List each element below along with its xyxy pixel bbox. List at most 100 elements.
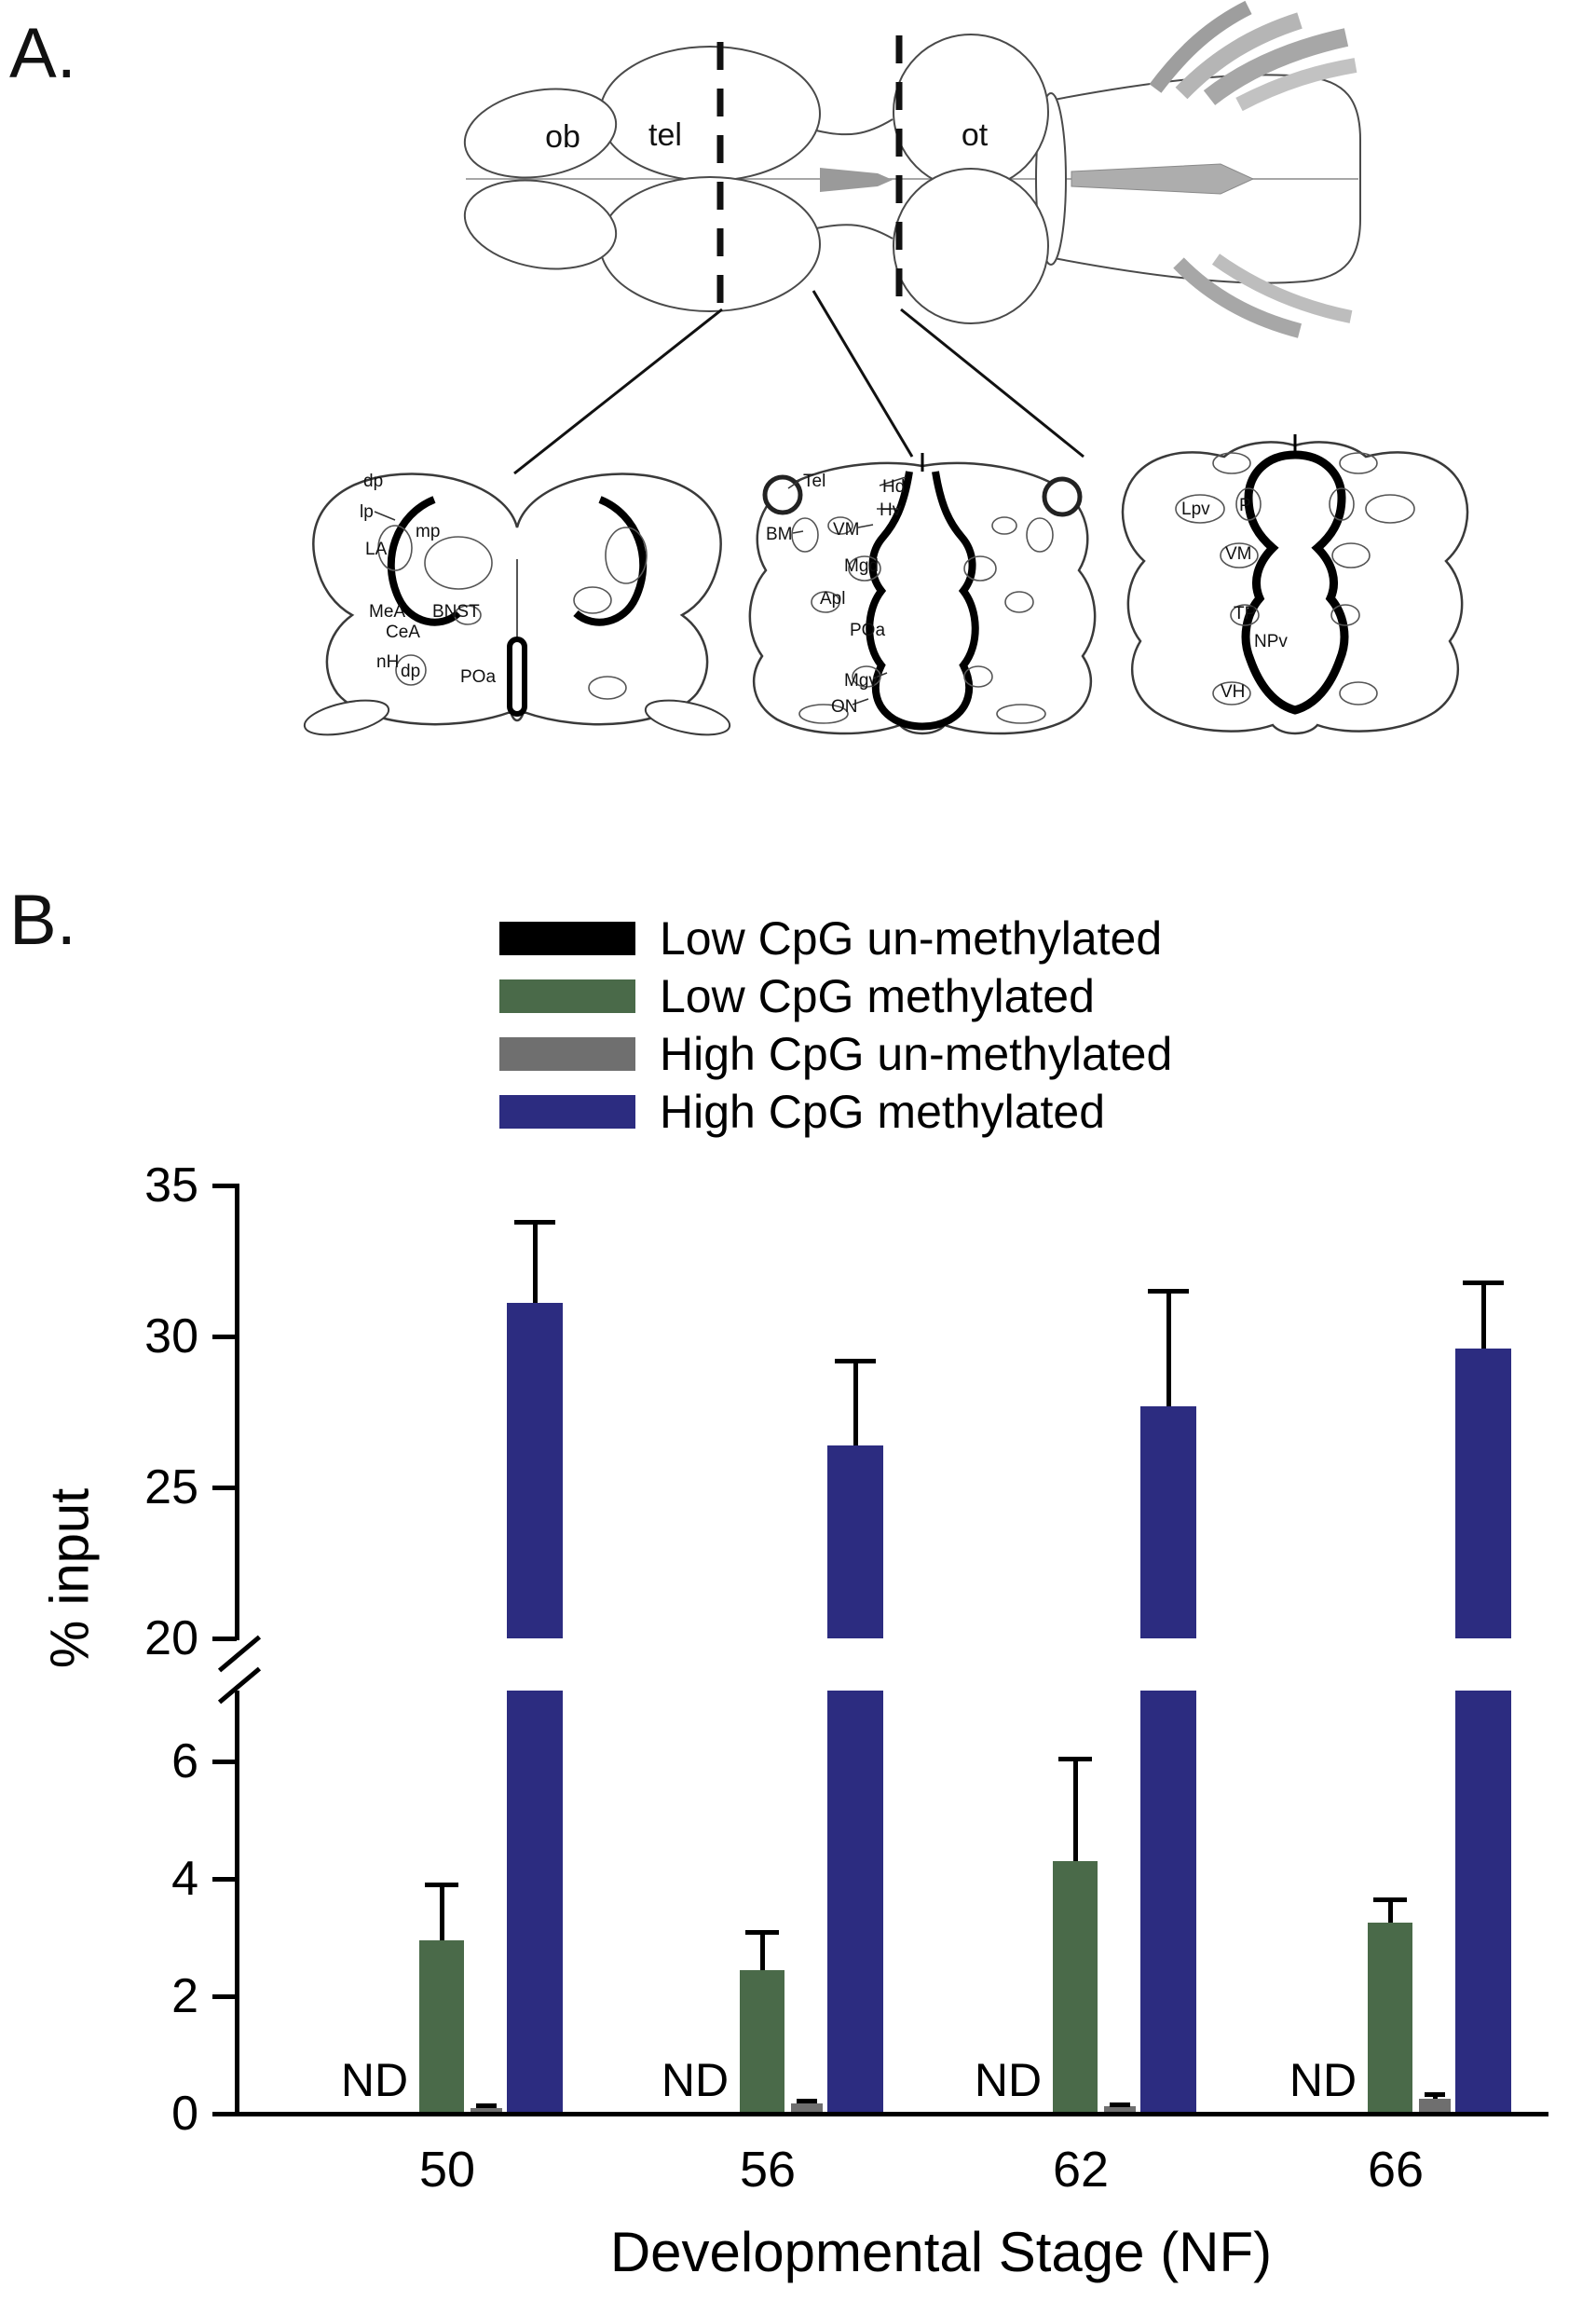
x-axis-title: Developmental Stage (NF)	[609, 2221, 1273, 2283]
y-axis-tick-label: 25	[144, 1460, 198, 1514]
axis-break-mark	[217, 1666, 262, 1705]
legend-item: Low CpG methylated	[499, 967, 1172, 1025]
section-label: NPv	[1254, 632, 1288, 651]
error-bar-cap	[835, 1358, 876, 1363]
nd-annotation: ND	[974, 2054, 1043, 2106]
bar	[740, 1969, 784, 2112]
legend-label: High CpG un-methylated	[660, 1028, 1173, 1080]
y-axis-tick-label: 6	[171, 1734, 198, 1788]
bar-upper-segment	[1455, 1348, 1511, 1638]
section-label: Mgd	[844, 556, 879, 576]
bar	[1419, 2099, 1451, 2112]
y-axis-title: % input	[39, 1487, 101, 1669]
error-bar-cap	[476, 2103, 497, 2109]
section-label: Hv	[880, 500, 902, 520]
y-axis-tick	[212, 2112, 237, 2116]
section-label: BM	[766, 525, 793, 544]
label-ob: ob	[545, 119, 580, 155]
section-label: VH	[1221, 682, 1245, 702]
section-label-leader-lines	[787, 476, 907, 705]
error-bar-cap	[1373, 1897, 1407, 1903]
error-bar-cap	[425, 1883, 458, 1888]
bar-lower-segment	[1140, 1691, 1196, 2112]
x-tick-label: 50	[418, 2142, 476, 2198]
section-label: mp	[416, 522, 440, 541]
section-label: Tel	[803, 472, 825, 491]
error-bar-cap	[797, 2098, 817, 2103]
legend-swatch	[499, 922, 635, 955]
section-label: Lpv	[1181, 500, 1210, 519]
bar-upper-segment	[1140, 1405, 1196, 1638]
ventricle-outline	[507, 637, 527, 717]
section-label: VM	[833, 520, 860, 540]
error-bar-cap	[1463, 1280, 1504, 1285]
x-tick-label: 66	[1367, 2142, 1425, 2198]
x-axis	[235, 2112, 1548, 2116]
y-axis-tick-label: 4	[171, 1852, 198, 1906]
ventricle-outline	[573, 496, 648, 626]
y-axis-tick	[212, 1335, 237, 1339]
y-axis-tick-label: 35	[144, 1158, 198, 1212]
nd-annotation: ND	[661, 2054, 730, 2106]
y-axis-tick	[212, 1486, 237, 1490]
bar	[1104, 2106, 1136, 2112]
pineal-shape	[820, 168, 893, 192]
coronal-section-left: dp lp mp LA MeA CeA BNST nH dp POa	[303, 472, 731, 736]
coronal-section-middle: Tel Hd Hv BM VM Mgd Apl POa Mgv ON	[748, 453, 1097, 735]
error-bar-cap	[1110, 2102, 1130, 2107]
legend-swatch	[499, 979, 635, 1013]
section-label: dp	[401, 662, 420, 681]
y-axis-tick-label: 30	[144, 1309, 198, 1363]
nd-annotation: ND	[1289, 2054, 1357, 2106]
bar-upper-segment	[827, 1445, 883, 1638]
y-axis-tick-label: 0	[171, 2087, 198, 2141]
error-bar-cap	[1148, 1289, 1189, 1294]
ventricle-outline	[387, 496, 461, 626]
bar-upper-segment	[507, 1303, 563, 1638]
error-bar	[760, 1931, 765, 1970]
section-label: CeA	[386, 623, 420, 642]
error-bar	[533, 1221, 538, 1304]
error-bar	[853, 1360, 858, 1445]
bar	[1053, 1861, 1098, 2112]
bar-lower-segment	[827, 1691, 883, 2112]
section-connector-lines	[513, 290, 1084, 475]
section-label: BNST	[432, 602, 480, 622]
legend-item: Low CpG un-methylated	[499, 910, 1172, 967]
legend-item: High CpG methylated	[499, 1083, 1172, 1141]
diencephalon-outline	[815, 224, 893, 240]
bar-lower-segment	[1455, 1691, 1511, 2112]
y-axis-tick-label: 20	[144, 1611, 198, 1665]
bar-lower-segment	[507, 1691, 563, 2112]
bar	[1368, 1923, 1412, 2112]
panel-a-diagram: ob tel ot	[303, 0, 1469, 736]
panel-b-label: B.	[9, 881, 76, 960]
bar	[791, 2102, 823, 2112]
y-axis-lower-segment	[235, 1691, 239, 2116]
legend-label: Low CpG methylated	[660, 970, 1095, 1022]
y-axis-tick-label: 2	[171, 1969, 198, 2023]
error-bar	[1166, 1291, 1171, 1406]
y-axis-tick	[212, 1637, 237, 1641]
bar	[419, 1940, 464, 2112]
diencephalon-outline	[815, 118, 893, 136]
error-bar-cap	[1058, 1756, 1092, 1761]
coronal-section-right: Lpv P VM TP NPv VH	[1121, 434, 1469, 735]
label-ot: ot	[962, 117, 989, 153]
legend-item: High CpG un-methylated	[499, 1025, 1172, 1083]
y-axis-tick	[212, 1184, 237, 1188]
fourth-ventricle-shape	[1071, 163, 1255, 195]
y-axis-tick	[212, 1760, 237, 1764]
olfactory-bulb-shape	[463, 179, 618, 270]
dorsal-brain-diagram	[463, 0, 1361, 338]
optic-tectum-shape	[893, 168, 1049, 324]
error-bar-cap	[1425, 2092, 1445, 2098]
section-label: lp	[360, 502, 374, 522]
x-tick-label: 62	[1052, 2142, 1110, 2198]
nerve-bundles	[1149, 0, 1357, 338]
bar	[471, 2107, 502, 2112]
error-bar	[440, 1884, 444, 1941]
section-label: LA	[365, 540, 388, 559]
